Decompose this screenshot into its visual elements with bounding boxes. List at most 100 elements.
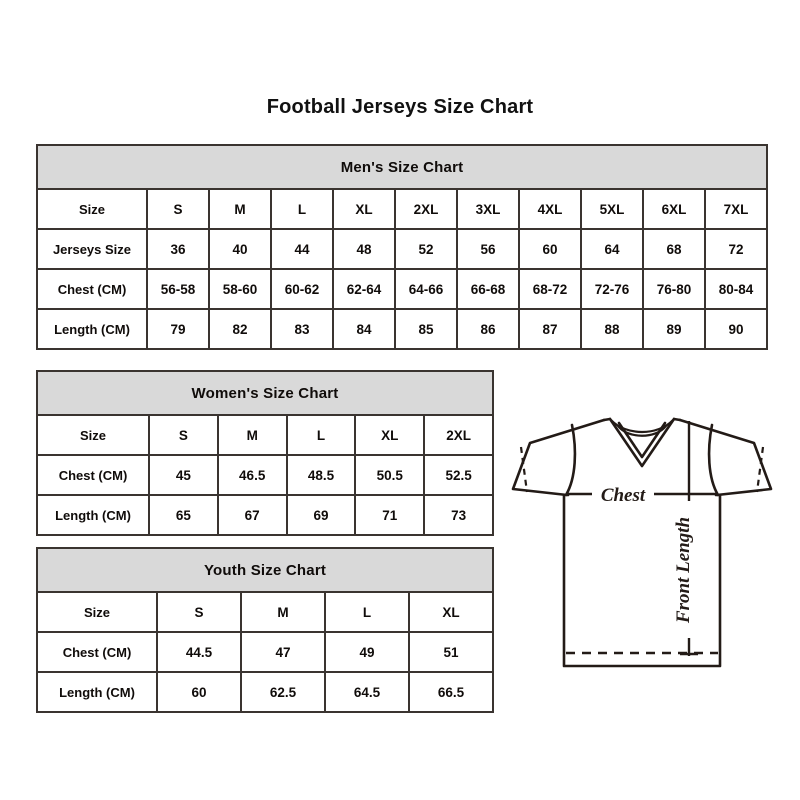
table-row: Chest (CM) 44.5 47 49 51 xyxy=(36,631,495,673)
table-cell: 76-80 xyxy=(642,268,706,310)
front-length-measure-label: Front Length xyxy=(673,517,694,624)
table-cell: 46.5 xyxy=(216,454,288,496)
column-header-xl: XL xyxy=(407,591,495,633)
table-cell: 85 xyxy=(394,308,458,350)
table-cell: 62.5 xyxy=(240,671,326,713)
table-cell: 66.5 xyxy=(407,671,495,713)
table-cell: 52.5 xyxy=(423,454,495,496)
row-label: Length (CM) xyxy=(36,671,158,713)
column-header-l: L xyxy=(270,188,334,230)
table-cell: 36 xyxy=(146,228,210,270)
table-header-row: Size S M L XL 2XL xyxy=(36,414,495,456)
table-cell: 44 xyxy=(270,228,334,270)
row-label: Chest (CM) xyxy=(36,268,148,310)
womens-table-caption: Women's Size Chart xyxy=(35,370,495,416)
table-cell: 65 xyxy=(148,494,219,536)
column-header-xl: XL xyxy=(354,414,426,456)
column-header-m: M xyxy=(240,591,326,633)
table-cell: 50.5 xyxy=(354,454,426,496)
column-header-s: S xyxy=(156,591,242,633)
table-caption-row: Youth Size Chart xyxy=(35,547,495,593)
left-cuff-seam xyxy=(519,446,529,493)
youth-size-chart-table: Youth Size Chart Size S M L XL Chest (CM… xyxy=(35,547,495,713)
right-armhole-seam xyxy=(707,423,720,497)
womens-size-chart-table: Women's Size Chart Size S M L XL 2XL Che… xyxy=(35,370,495,536)
table-row: Chest (CM) 45 46.5 48.5 50.5 52.5 xyxy=(36,454,495,496)
collar-band-arc-outer xyxy=(609,418,675,433)
column-header-m: M xyxy=(208,188,272,230)
table-cell: 69 xyxy=(285,494,357,536)
table-cell: 44.5 xyxy=(156,631,242,673)
column-header-4xl: 4XL xyxy=(518,188,582,230)
table-cell: 67 xyxy=(216,494,288,536)
table-cell: 56-58 xyxy=(146,268,210,310)
right-cuff-seam xyxy=(755,446,765,493)
table-cell: 60 xyxy=(156,671,242,713)
column-header-6xl: 6XL xyxy=(642,188,706,230)
table-cell: 90 xyxy=(703,308,769,350)
table-cell: 72-76 xyxy=(580,268,644,310)
table-cell: 82 xyxy=(208,308,272,350)
table-cell: 86 xyxy=(456,308,520,350)
row-label: Length (CM) xyxy=(36,308,148,350)
column-header-7xl: 7XL xyxy=(703,188,769,230)
table-cell: 73 xyxy=(423,494,495,536)
table-cell: 64 xyxy=(580,228,644,270)
body-outline xyxy=(562,493,722,668)
column-header-3xl: 3XL xyxy=(456,188,520,230)
vneck-inner-collar xyxy=(617,421,667,459)
left-armhole-seam xyxy=(564,423,577,497)
table-cell: 58-60 xyxy=(208,268,272,310)
column-header-size: Size xyxy=(36,414,150,456)
youth-table-caption: Youth Size Chart xyxy=(35,547,495,593)
table-cell: 68 xyxy=(642,228,706,270)
row-label: Chest (CM) xyxy=(36,631,158,673)
table-cell: 60 xyxy=(518,228,582,270)
table-cell: 88 xyxy=(580,308,644,350)
table-cell: 56 xyxy=(456,228,520,270)
table-header-row: Size S M L XL 2XL 3XL 4XL 5XL 6XL 7XL xyxy=(36,188,769,230)
mens-table-caption: Men's Size Chart xyxy=(35,144,769,190)
table-cell: 48 xyxy=(332,228,396,270)
collar-band-arc-inner xyxy=(616,424,668,437)
row-label: Jerseys Size xyxy=(36,228,148,270)
column-header-l: L xyxy=(324,591,410,633)
table-cell: 62-64 xyxy=(332,268,396,310)
table-caption-row: Women's Size Chart xyxy=(35,370,495,416)
vneck-outer-collar xyxy=(608,417,676,468)
column-header-size: Size xyxy=(36,188,148,230)
table-cell: 49 xyxy=(324,631,410,673)
table-caption-row: Men's Size Chart xyxy=(35,144,769,190)
table-cell: 51 xyxy=(407,631,495,673)
table-cell: 68-72 xyxy=(518,268,582,310)
table-cell: 89 xyxy=(642,308,706,350)
row-label: Chest (CM) xyxy=(36,454,150,496)
table-row: Length (CM) 79 82 83 84 85 86 87 88 89 9… xyxy=(36,308,769,350)
row-label: Length (CM) xyxy=(36,494,150,536)
table-cell: 64-66 xyxy=(394,268,458,310)
column-header-m: M xyxy=(216,414,288,456)
table-cell: 47 xyxy=(240,631,326,673)
chest-measure-label: Chest xyxy=(601,485,646,506)
column-header-s: S xyxy=(148,414,219,456)
table-cell: 45 xyxy=(148,454,219,496)
table-cell: 83 xyxy=(270,308,334,350)
table-cell: 84 xyxy=(332,308,396,350)
column-header-l: L xyxy=(285,414,357,456)
column-header-xl: XL xyxy=(332,188,396,230)
table-row: Length (CM) 60 62.5 64.5 66.5 xyxy=(36,671,495,713)
column-header-5xl: 5XL xyxy=(580,188,644,230)
column-header-s: S xyxy=(146,188,210,230)
table-row: Chest (CM) 56-58 58-60 60-62 62-64 64-66… xyxy=(36,268,769,310)
table-cell: 48.5 xyxy=(285,454,357,496)
column-header-2xl: 2XL xyxy=(423,414,495,456)
column-header-2xl: 2XL xyxy=(394,188,458,230)
table-cell: 72 xyxy=(703,228,769,270)
table-cell: 64.5 xyxy=(324,671,410,713)
table-cell: 79 xyxy=(146,308,210,350)
table-row: Jerseys Size 36 40 44 48 52 56 60 64 68 … xyxy=(36,228,769,270)
page-title: Football Jerseys Size Chart xyxy=(266,96,534,118)
column-header-size: Size xyxy=(36,591,158,633)
table-cell: 71 xyxy=(354,494,426,536)
tshirt-measurement-diagram: Chest Front Length xyxy=(500,398,785,693)
